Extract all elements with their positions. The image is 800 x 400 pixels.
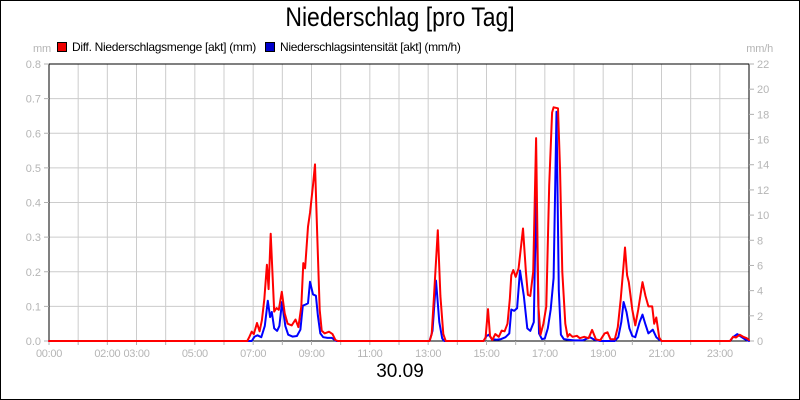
legend-label-precip-amount: Diff. Niederschlagsmenge [akt] (mm) <box>72 40 257 54</box>
x-tick-label: 05:00 <box>182 348 208 360</box>
legend-swatch-blue <box>265 42 275 52</box>
y-left-tick-label: 0.8 <box>26 59 41 71</box>
y-right-tick-label: 10 <box>757 210 769 222</box>
y-left-tick-label: 0.1 <box>26 301 41 313</box>
legend-item-precip-amount: Diff. Niederschlagsmenge [akt] (mm) <box>57 40 256 54</box>
y-left-tick-label: 0.7 <box>26 94 41 106</box>
x-tick-label: 11:00 <box>357 348 382 360</box>
legend-swatch-red <box>57 42 67 52</box>
x-tick-label: 03:00 <box>123 348 149 360</box>
y-right-tick-label: 14 <box>757 160 769 172</box>
y-left-tick-label: 0.2 <box>26 267 41 279</box>
date-label: 30.09 <box>376 361 424 382</box>
right-axis-unit-label: mm/h <box>746 43 773 55</box>
x-tick-label: 13:00 <box>415 348 441 360</box>
y-right-tick-label: 8 <box>757 235 763 247</box>
x-tick-label: 07:00 <box>240 348 266 360</box>
x-tick-label: 23:00 <box>707 348 733 360</box>
y-left-tick-label: 0.6 <box>26 128 41 140</box>
y-right-tick-label: 2 <box>757 311 763 323</box>
x-tick-label: 21:00 <box>648 348 674 360</box>
y-right-tick-label: 20 <box>757 84 769 96</box>
series-line-precip-amount <box>48 106 750 342</box>
left-axis-unit-label: mm <box>33 43 51 55</box>
y-right-tick-label: 0 <box>757 336 763 348</box>
x-tick-label: 15:00 <box>473 348 499 360</box>
y-left-tick-label: 0.5 <box>26 163 41 175</box>
x-tick-label: 02:00 <box>94 348 120 360</box>
x-tick-label: 00:00 <box>36 348 62 360</box>
chart-title: Niederschlag [pro Tag] <box>285 2 515 32</box>
legend-label-precip-intensity: Niederschlagsintensität [akt] (mm/h) <box>280 40 461 54</box>
y-left-tick-label: 0.3 <box>26 232 41 244</box>
y-right-tick-label: 12 <box>757 185 769 197</box>
legend-item-precip-intensity: Niederschlagsintensität [akt] (mm/h) <box>265 40 461 54</box>
x-tick-label: 19:00 <box>590 348 616 360</box>
x-tick-label: 17:00 <box>532 348 558 360</box>
y-right-tick-label: 4 <box>757 286 763 298</box>
y-right-tick-label: 18 <box>757 109 769 121</box>
y-right-tick-label: 22 <box>757 59 769 71</box>
y-right-tick-label: 6 <box>757 260 763 272</box>
series-line-precip-intensity <box>48 110 750 342</box>
x-tick-label: 09:00 <box>298 348 324 360</box>
y-left-tick-label: 0.4 <box>26 198 41 210</box>
y-left-tick-label: 0.0 <box>26 336 41 348</box>
y-right-tick-label: 16 <box>757 135 769 147</box>
